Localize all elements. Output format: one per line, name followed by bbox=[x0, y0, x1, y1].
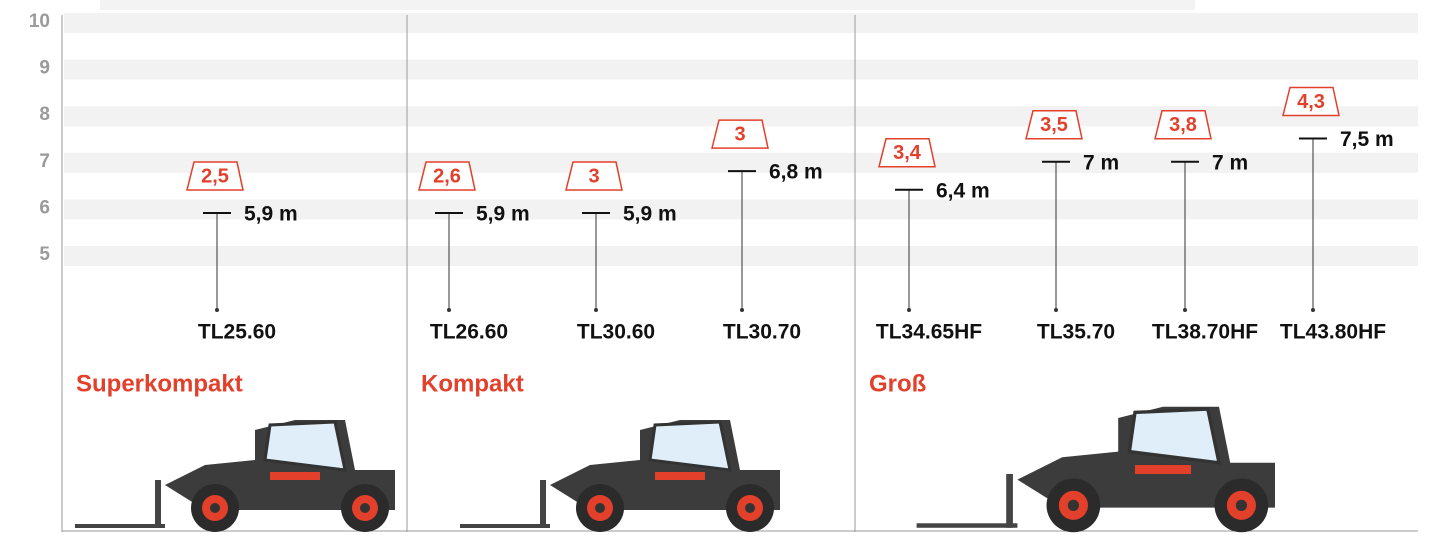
hub bbox=[210, 503, 220, 513]
model-name: TL34.65HF bbox=[876, 321, 982, 344]
capacity-label: 3,8 bbox=[1169, 114, 1197, 136]
value-label: 7 m bbox=[1083, 151, 1119, 174]
y-tick-label: 10 bbox=[29, 11, 50, 32]
hub bbox=[1236, 500, 1247, 511]
stripe bbox=[270, 472, 320, 480]
stem-foot bbox=[447, 308, 451, 312]
hub bbox=[360, 503, 370, 513]
vehicle bbox=[460, 420, 780, 532]
y-tick-label: 9 bbox=[39, 58, 50, 79]
stem-foot bbox=[1054, 308, 1058, 312]
model-name: TL30.60 bbox=[577, 321, 655, 344]
scroll-strip bbox=[100, 0, 1195, 10]
capacity-label: 2,6 bbox=[433, 165, 461, 187]
fork-post bbox=[155, 480, 161, 528]
value-label: 5,9 m bbox=[244, 203, 298, 226]
hub bbox=[595, 503, 605, 513]
model-name: TL38.70HF bbox=[1152, 321, 1258, 344]
vehicle bbox=[917, 407, 1275, 532]
group-label: Kompakt bbox=[421, 370, 524, 397]
capacity-label: 4,3 bbox=[1297, 91, 1325, 113]
cab bbox=[1129, 409, 1219, 463]
value-label: 5,9 m bbox=[476, 203, 530, 226]
vehicles bbox=[75, 407, 1275, 532]
chart: 5 6 7 8 9 10 Superkompakt 5,9 m TL25.60 2,5 Kompak… bbox=[0, 0, 1436, 534]
stem-foot bbox=[1183, 308, 1187, 312]
y-tick-label: 5 bbox=[39, 244, 50, 265]
stem-foot bbox=[740, 308, 744, 312]
stripe bbox=[1135, 465, 1191, 474]
stem-foot bbox=[1311, 308, 1315, 312]
fork bbox=[917, 523, 1018, 527]
y-tick-label: 6 bbox=[39, 197, 50, 218]
stem-foot bbox=[215, 308, 219, 312]
model-name: TL35.70 bbox=[1037, 321, 1115, 344]
stem-foot bbox=[907, 308, 911, 312]
stripe bbox=[655, 472, 705, 480]
grid-band bbox=[64, 13, 1418, 33]
model-name: TL26.60 bbox=[430, 321, 508, 344]
model-name: TL25.60 bbox=[198, 321, 276, 344]
model-name: TL30.70 bbox=[723, 321, 801, 344]
value-label: 7,5 m bbox=[1340, 128, 1394, 151]
capacity-label: 3 bbox=[588, 165, 599, 187]
fork bbox=[75, 524, 165, 528]
cab bbox=[265, 422, 345, 470]
capacity-label: 3,4 bbox=[893, 142, 922, 164]
value-label: 6,8 m bbox=[769, 161, 823, 184]
capacity-label: 2,5 bbox=[201, 165, 229, 187]
fork bbox=[460, 524, 550, 528]
model-name: TL43.80HF bbox=[1280, 321, 1386, 344]
y-tick-label: 7 bbox=[39, 151, 50, 172]
value-label: 5,9 m bbox=[623, 203, 677, 226]
grid-band bbox=[64, 60, 1418, 80]
capacity-label: 3,5 bbox=[1040, 114, 1068, 136]
y-tick-label: 8 bbox=[39, 104, 50, 125]
fork-post bbox=[1006, 474, 1013, 528]
hub bbox=[745, 503, 755, 513]
stem-foot bbox=[594, 308, 598, 312]
value-label: 7 m bbox=[1212, 151, 1248, 174]
cab bbox=[650, 422, 730, 470]
fork-post bbox=[540, 480, 546, 528]
value-label: 6,4 m bbox=[936, 179, 990, 202]
group-label: Groß bbox=[869, 370, 926, 397]
grid-band bbox=[64, 246, 1418, 266]
group-label: Superkompakt bbox=[76, 370, 243, 397]
vehicle bbox=[75, 420, 395, 532]
hub bbox=[1068, 500, 1079, 511]
capacity-label: 3 bbox=[734, 123, 745, 145]
